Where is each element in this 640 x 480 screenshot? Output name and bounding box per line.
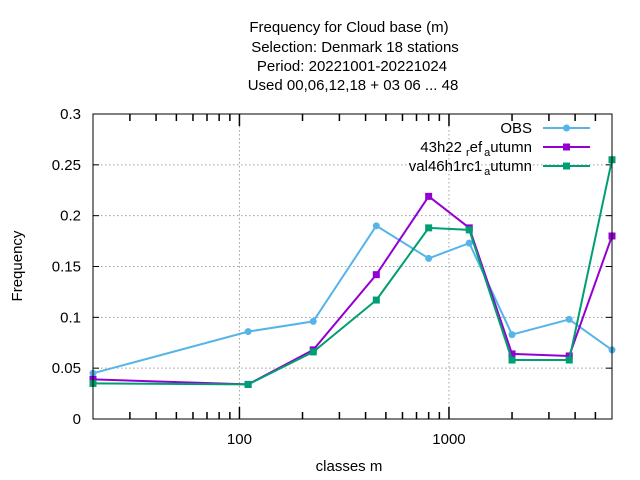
data-point bbox=[465, 226, 473, 234]
legend-marker bbox=[563, 162, 570, 170]
data-point bbox=[425, 224, 433, 232]
chart-title: Frequency for Cloud base (m) Selection: … bbox=[248, 19, 459, 94]
data-point bbox=[508, 356, 516, 364]
title-line-1: Frequency for Cloud base (m) bbox=[249, 19, 448, 36]
data-point bbox=[425, 192, 433, 200]
data-point bbox=[244, 380, 252, 388]
data-point bbox=[309, 348, 317, 356]
data-point bbox=[309, 317, 317, 325]
data-point bbox=[425, 254, 433, 262]
grid bbox=[93, 114, 612, 419]
y-tick-label: 0.1 bbox=[60, 309, 81, 326]
series-line bbox=[92, 159, 613, 386]
x-tick-label: 1000 bbox=[432, 431, 465, 448]
title-line-2: Selection: Denmark 18 stations bbox=[251, 39, 459, 56]
data-point bbox=[372, 296, 380, 304]
legend-subscript: a bbox=[484, 166, 491, 178]
data-point bbox=[565, 356, 573, 364]
legend-label: OBS bbox=[500, 120, 532, 137]
data-point bbox=[244, 328, 252, 336]
legend-label-mid: ef bbox=[470, 139, 483, 156]
legend-label: 43h22 ref autumn bbox=[420, 139, 532, 159]
data-point bbox=[465, 239, 473, 247]
legend-subscript: a bbox=[484, 147, 491, 159]
legend-label-text: 43h22 bbox=[420, 139, 462, 156]
data-point bbox=[565, 315, 573, 323]
y-tick-label: 0 bbox=[73, 411, 81, 428]
data-point bbox=[372, 222, 380, 230]
legend-label-end: utumn bbox=[490, 158, 532, 175]
y-tick-label: 0.05 bbox=[52, 360, 81, 377]
legend-subscript: r bbox=[466, 147, 470, 159]
series-2 bbox=[89, 192, 616, 388]
y-tick-label: 0.15 bbox=[52, 259, 81, 276]
title-line-3: Period: 20221001-20221024 bbox=[257, 58, 447, 75]
legend-marker bbox=[563, 143, 570, 151]
legend-label-end: utumn bbox=[490, 139, 532, 156]
legend-label-text: val46h1rc1 bbox=[409, 158, 482, 175]
series-line bbox=[92, 224, 613, 375]
axis-ticks: 0 0.05 0.1 0.15 0.2 0.25 0.3 100 1000 bbox=[52, 106, 612, 448]
data-point bbox=[508, 350, 516, 358]
legend-label: val46h1rc1 autumn bbox=[409, 158, 532, 178]
y-tick-label: 0.2 bbox=[60, 208, 81, 225]
legend-marker bbox=[563, 124, 570, 132]
y-tick-label: 0.25 bbox=[52, 157, 81, 174]
title-line-4: Used 00,06,12,18 + 03 06 ... 48 bbox=[248, 77, 459, 94]
series-layer bbox=[89, 156, 616, 388]
plot-frame bbox=[92, 113, 613, 420]
legend-label-text: OBS bbox=[500, 120, 532, 137]
x-tick-label: 100 bbox=[227, 431, 252, 448]
x-axis-label: classes m bbox=[316, 458, 383, 475]
y-axis-label: Frequency bbox=[9, 230, 26, 301]
series-1 bbox=[89, 222, 616, 377]
data-point bbox=[508, 331, 516, 339]
data-point bbox=[372, 271, 380, 279]
y-tick-label: 0.3 bbox=[60, 106, 81, 123]
series-line bbox=[92, 194, 613, 386]
